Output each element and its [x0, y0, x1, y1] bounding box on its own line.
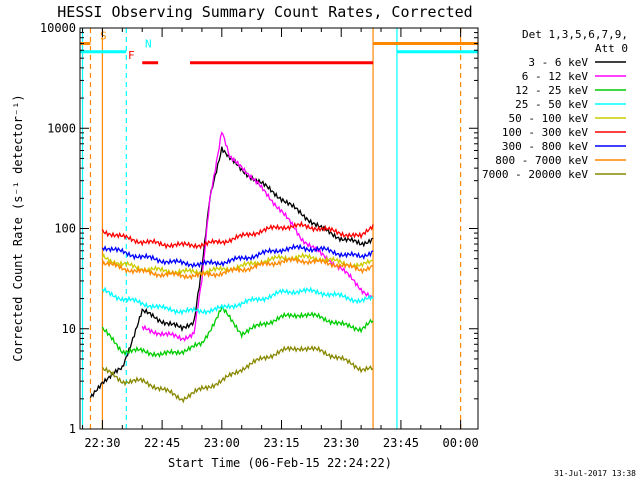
series-line — [101, 243, 374, 269]
x-tick-label: 22:45 — [144, 436, 180, 450]
legend-header: Att 0 — [595, 42, 628, 55]
flag-label: S — [100, 30, 107, 43]
x-tick-label: 23:00 — [204, 436, 240, 450]
y-axis-label: Corrected Count Rate (s⁻¹ detector⁻¹) — [11, 94, 25, 361]
series-line — [101, 252, 374, 277]
series-line — [101, 255, 374, 281]
x-tick-label: 23:15 — [263, 436, 299, 450]
legend-entry-label: 12 - 25 keV — [515, 84, 588, 97]
y-tick-label: 1000 — [47, 121, 76, 135]
legend-entry-label: 3 - 6 keV — [528, 56, 588, 69]
footer-date: 31-Jul-2017 13:38 — [554, 469, 636, 478]
series-line — [101, 220, 374, 250]
y-tick-label: 10 — [62, 322, 76, 336]
data-series — [89, 131, 374, 404]
legend-entry-label: 800 - 7000 keV — [495, 154, 588, 167]
series-line — [101, 286, 374, 316]
x-tick-label: 22:30 — [84, 436, 120, 450]
legend-entry-label: 50 - 100 keV — [509, 112, 589, 125]
legend-entry-label: 100 - 300 keV — [502, 126, 588, 139]
axes: 1 10 100 1000 10000 22:30 22:45 23:00 23:15 23:30… — [40, 21, 479, 450]
y-tick-label: 10000 — [40, 21, 76, 35]
y-tick-label: 100 — [54, 222, 76, 236]
series-line — [101, 345, 374, 404]
legend-entry-label: 25 - 50 keV — [515, 98, 588, 111]
legend-entry-label: 300 - 800 keV — [502, 140, 588, 153]
series-line — [101, 306, 374, 359]
flag-vertical-lines — [81, 28, 462, 429]
legend-entry-label: 7000 - 20000 keV — [482, 168, 588, 181]
legend-header: Det 1,3,5,6,7,9, — [522, 28, 628, 41]
x-tick-label: 00:00 — [443, 436, 479, 450]
flag-label: N — [145, 38, 152, 51]
x-axis-label: Start Time (06-Feb-15 22:24:22) — [168, 456, 392, 470]
legend-entry-label: 6 - 12 keV — [522, 70, 589, 83]
x-tick-label: 23:45 — [383, 436, 419, 450]
flag-label: F — [128, 49, 135, 62]
x-tick-label: 23:30 — [323, 436, 359, 450]
chart-title: HESSI Observing Summary Count Rates, Cor… — [57, 3, 472, 21]
y-tick-label: 1 — [69, 422, 76, 436]
